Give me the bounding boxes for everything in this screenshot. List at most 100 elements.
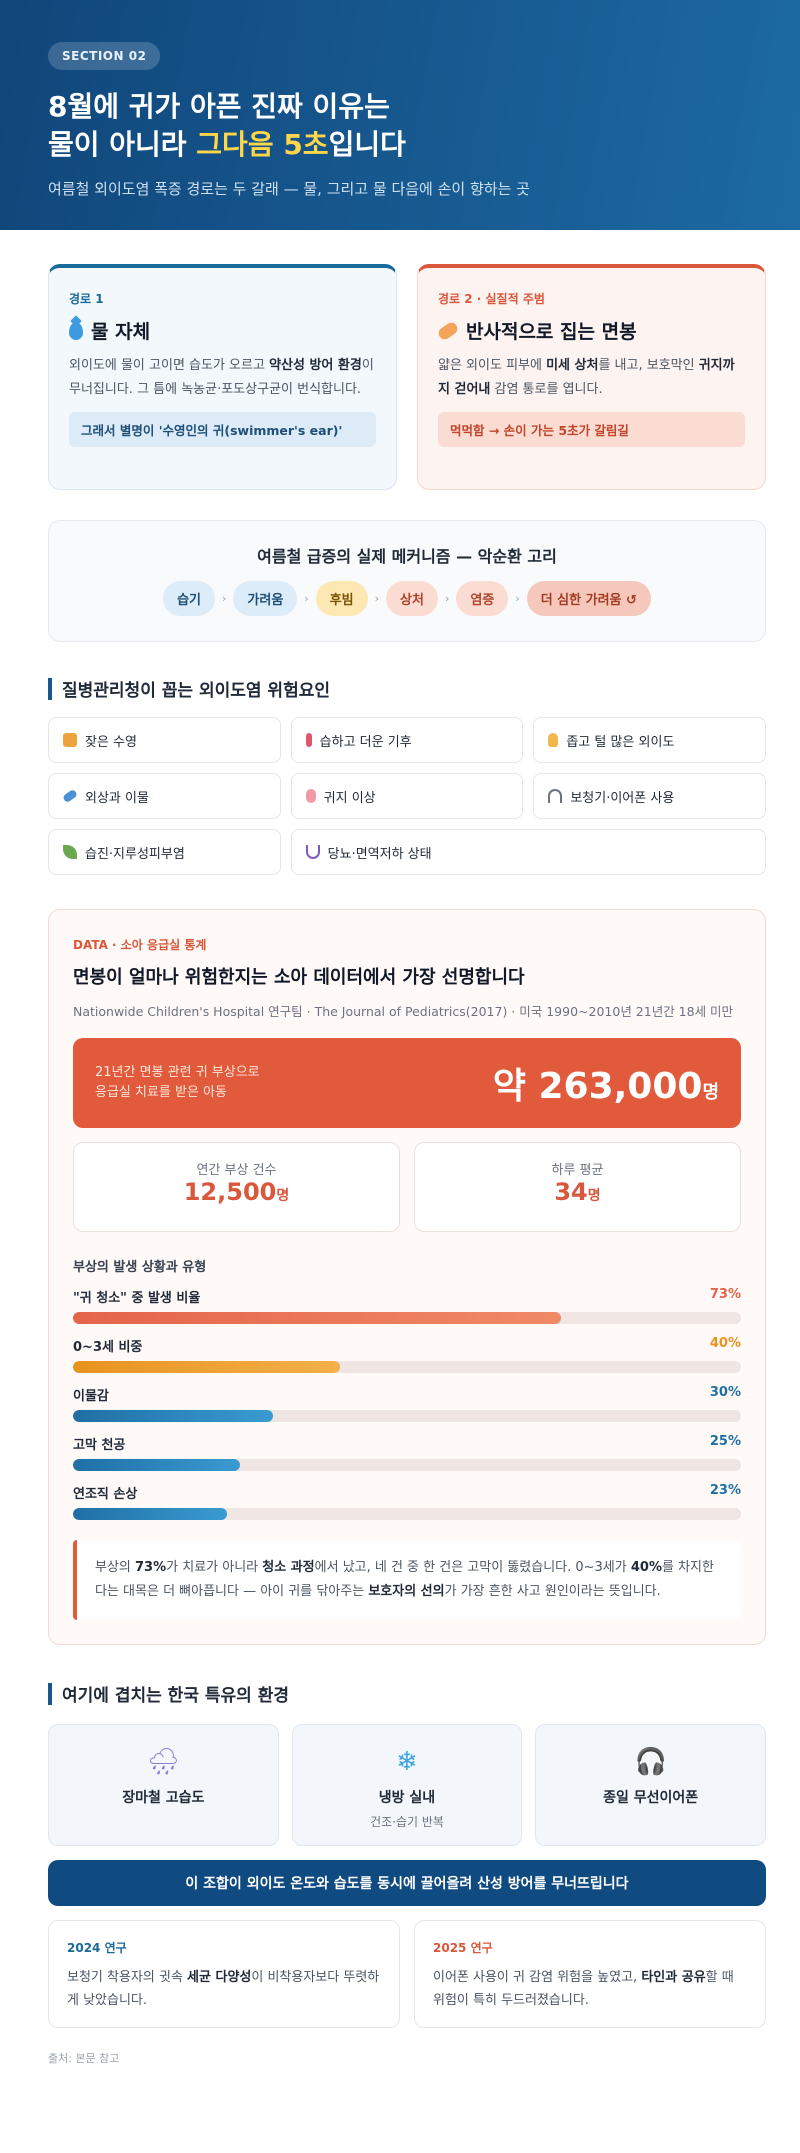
- data-card: DATA · 소아 응급실 통계 면봉이 얼마나 위험한지는 소아 데이터에서 …: [48, 909, 766, 1645]
- bar-track: [73, 1312, 741, 1324]
- hero-subtitle: 여름철 외이도염 폭증 경로는 두 갈래 — 물, 그리고 물 다음에 손이 향…: [48, 180, 530, 198]
- chevron-right-icon: ›: [222, 592, 227, 605]
- hero-title-highlight: 그다음 5초: [196, 128, 329, 161]
- conclusion-banner: 이 조합이 외이도 온도와 습도를 동시에 끌어올려 산성 방어를 무너뜨립니다: [48, 1860, 766, 1906]
- chevron-right-icon: ›: [374, 592, 380, 605]
- risk-item: 당뇨·면역저하 상태: [290, 829, 766, 875]
- bar-percent: 73%: [709, 1287, 741, 1302]
- bar-track: [73, 1459, 741, 1471]
- chain-step: 후빔: [315, 581, 368, 616]
- route-title-text: 반사적으로 집는 면봉: [466, 321, 637, 343]
- env-sub: 건조·습기 반복: [370, 1815, 444, 1829]
- study-text: 할 때 위험이 특히 두드러졌습니다.: [433, 1970, 734, 2008]
- bar-label: 고막 천공: [73, 1438, 126, 1453]
- data-source: Nationwide Children's Hospital 연구팀 · The…: [73, 1004, 734, 1019]
- bar-label: 0~3세 비중: [73, 1340, 143, 1355]
- bar-label: 이물감: [73, 1389, 109, 1404]
- study-year: 2024 연구: [67, 1941, 127, 1955]
- bandage-icon: [61, 788, 79, 804]
- headline-stat-number: 약 263,000: [492, 1066, 703, 1107]
- route-body-text: 를 내고, 보호막인: [598, 358, 699, 373]
- mechanism-card: 여름철 급증의 실제 메커니즘 — 악순환 고리 습기 › 가려움 › 후빔 ›…: [48, 520, 766, 642]
- bar-fill: [73, 1508, 227, 1520]
- env-card: 🌧 장마철 고습도: [48, 1724, 279, 1846]
- risk-item: 습하고 더운 기후: [290, 717, 524, 763]
- risk-item: 잦은 수영: [48, 717, 281, 763]
- route-title: 반사적으로 집는 면봉: [436, 317, 745, 344]
- headline-stat: 21년간 면봉 관련 귀 부상으로 응급실 치료를 받은 아동 약 263,00…: [73, 1038, 741, 1128]
- study-text: 이어폰 사용이 귀 감염 위험을 높였고,: [433, 1970, 642, 1985]
- risk-item: 외상과 이물: [48, 773, 281, 819]
- risk-item: 좁고 털 많은 외이도: [533, 717, 766, 763]
- droplet-icon: [305, 789, 316, 803]
- chain-step: 습기: [163, 581, 215, 616]
- route-title-text: 물 자체: [91, 321, 151, 343]
- stat-unit: 명: [276, 1188, 290, 1204]
- source-footnote: 출처: 본문 참고: [48, 2052, 120, 2065]
- routes-section: 경로 1 물 자체 외이도에 물이 고이면 습도가 오르고 약산성 방어 환경이…: [48, 264, 766, 490]
- bar-row: 고막 천공 25%: [73, 1434, 741, 1471]
- leaf-icon: [63, 845, 77, 859]
- risk-heading-text: 질병관리청이 꼽는 외이도염 위험요인: [62, 681, 330, 701]
- stat-card-annual: 연간 부상 건수 12,500명: [73, 1142, 400, 1232]
- stat-value: 34명: [415, 1178, 740, 1206]
- mechanism-chain: 습기 › 가려움 › 후빔 › 상처 › 염증 › 더 심한 가려움 ↺: [49, 581, 765, 616]
- note-bold: 보호자의 선의: [368, 1584, 445, 1599]
- env-card: ❄ 냉방 실내 건조·습기 반복: [291, 1724, 523, 1846]
- note-bold: 청소 과정: [262, 1560, 315, 1575]
- bar-fill: [73, 1459, 240, 1471]
- route-note: 먹먹함 → 손이 가는 5초가 갈림길: [438, 412, 745, 447]
- ear-icon: [548, 733, 559, 747]
- hero-title-line2-pre: 물이 아니라: [48, 128, 197, 161]
- study-text: 이 비착용자보다 뚜렷하게 낮았습니다.: [67, 1970, 380, 2008]
- chain-step: 상처: [386, 581, 438, 616]
- stat-label: 하루 평균: [551, 1163, 604, 1178]
- stat-number: 34: [554, 1178, 588, 1206]
- hero-title-line1: 8월에 귀가 아픈 진짜 이유는: [48, 90, 390, 123]
- note-bold: 73%: [135, 1560, 167, 1575]
- chain-step: 가려움: [233, 581, 298, 616]
- route-body-text: 감염 통로를 엽니다.: [490, 382, 603, 397]
- data-tag: DATA · 소아 응급실 통계: [73, 938, 207, 952]
- risk-label: 외상과 이물: [85, 790, 149, 806]
- headline-stat-label: 21년간 면봉 관련 귀 부상으로 응급실 치료를 받은 아동: [95, 1063, 260, 1103]
- note-bold: 40%: [630, 1560, 662, 1575]
- route-tag: 경로 1: [69, 292, 104, 306]
- risk-item: 귀지 이상: [290, 773, 524, 819]
- risk-label: 귀지 이상: [323, 790, 376, 806]
- route-body-bold: 미세 상처: [546, 358, 599, 373]
- bar-track: [73, 1410, 741, 1422]
- rain-cloud-icon: 🌧: [146, 1747, 180, 1777]
- bar-row: "귀 청소" 중 발생 비율 73%: [73, 1287, 741, 1324]
- chain-step: 염증: [456, 581, 509, 616]
- risk-item: 보청기·이어폰 사용: [533, 773, 766, 819]
- bar-percent: 25%: [709, 1434, 741, 1449]
- bar-row: 연조직 손상 23%: [73, 1483, 741, 1520]
- route-body: 얇은 외이도 피부에 미세 상처를 내고, 보호막인 귀지까지 걷어내 감염 통…: [438, 354, 745, 402]
- risk-label: 습하고 더운 기후: [319, 734, 412, 750]
- thermometer-icon: [305, 733, 312, 747]
- bar-fill: [73, 1410, 274, 1422]
- main-content: 경로 1 물 자체 외이도에 물이 고이면 습도가 오르고 약산성 방어 환경이…: [0, 264, 800, 2090]
- stat-label: 연간 부상 건수: [196, 1163, 277, 1178]
- route-card-cotton-swab: 경로 2 · 실질적 주범 반사적으로 집는 면봉 얇은 외이도 피부에 미세 …: [417, 264, 766, 490]
- bar-list: "귀 청소" 중 발생 비율 73% 0~3세 비중 40% 이물감 30% 고막 천…: [73, 1287, 741, 1520]
- risk-label: 잦은 수영: [85, 734, 137, 750]
- headphones-icon: 🎧: [634, 1747, 667, 1777]
- chevron-right-icon: ›: [444, 592, 450, 605]
- study-body: 이어폰 사용이 귀 감염 위험을 높였고, 타인과 공유할 때 위험이 특히 두…: [433, 1966, 747, 2012]
- note-text: 를 차지한다는 대목은 더 뼈아픕니다 — 아이 귀를 닦아주는: [95, 1560, 714, 1599]
- stat-number: 12,500: [183, 1178, 277, 1206]
- studies-row: 2024 연구 보청기 착용자의 귓속 세균 다양성이 비착용자보다 뚜렷하게 …: [48, 1920, 766, 2028]
- env-title: 장마철 고습도: [122, 1790, 205, 1806]
- risk-item: 습진·지루성피부염: [48, 829, 281, 875]
- bar-percent: 30%: [709, 1385, 741, 1400]
- headline-stat-value: 약 263,000명: [493, 1057, 719, 1109]
- route-body: 외이도에 물이 고이면 습도가 오르고 약산성 방어 환경이 무너집니다. 그 …: [69, 354, 376, 402]
- route-body-text: 얇은 외이도 피부에: [438, 358, 547, 373]
- study-bold: 세균 다양성: [187, 1970, 252, 1985]
- bar-track: [73, 1508, 741, 1520]
- stats-row: 연간 부상 건수 12,500명 하루 평균 34명: [73, 1142, 741, 1232]
- study-card-2024: 2024 연구 보청기 착용자의 귓속 세균 다양성이 비착용자보다 뚜렷하게 …: [48, 1920, 400, 2028]
- environment-row: 🌧 장마철 고습도 ❄ 냉방 실내 건조·습기 반복 🎧 종일 무선이어폰: [48, 1724, 767, 1846]
